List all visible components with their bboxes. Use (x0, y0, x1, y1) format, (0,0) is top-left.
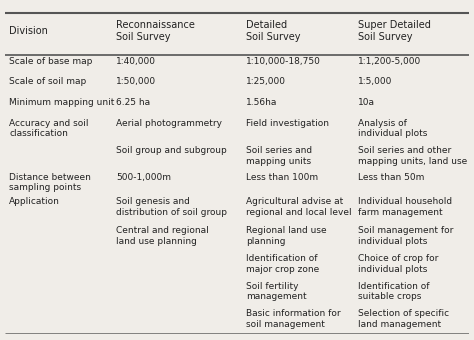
Text: Identification of
major crop zone: Identification of major crop zone (246, 254, 319, 274)
Text: Less than 100m: Less than 100m (246, 173, 319, 182)
Text: Accuracy and soil
classification: Accuracy and soil classification (9, 119, 89, 138)
Text: Aerial photogrammetry: Aerial photogrammetry (116, 119, 222, 128)
Text: Super Detailed
Soil Survey: Super Detailed Soil Survey (358, 20, 431, 42)
Text: Soil genesis and
distribution of soil group: Soil genesis and distribution of soil gr… (116, 197, 227, 217)
Text: Scale of base map: Scale of base map (9, 57, 93, 66)
Text: Soil series and other
mapping units, land use: Soil series and other mapping units, lan… (358, 146, 467, 166)
Text: 6.25 ha: 6.25 ha (116, 98, 150, 107)
Text: Analysis of
individual plots: Analysis of individual plots (358, 119, 427, 138)
Text: Division: Division (9, 26, 48, 36)
Text: Less than 50m: Less than 50m (358, 173, 424, 182)
Text: Application: Application (9, 197, 60, 206)
Text: 1:1,200-5,000: 1:1,200-5,000 (358, 57, 421, 66)
Text: Soil series and
mapping units: Soil series and mapping units (246, 146, 312, 166)
Text: Regional land use
planning: Regional land use planning (246, 226, 327, 246)
Text: Soil management for
individual plots: Soil management for individual plots (358, 226, 453, 246)
Text: 1:40,000: 1:40,000 (116, 57, 156, 66)
Text: Basic information for
soil management: Basic information for soil management (246, 309, 341, 329)
Text: 1:25,000: 1:25,000 (246, 78, 286, 86)
Text: Identification of
suitable crops: Identification of suitable crops (358, 282, 429, 301)
Text: 10a: 10a (358, 98, 375, 107)
Text: Soil group and subgroup: Soil group and subgroup (116, 146, 227, 155)
Text: Field investigation: Field investigation (246, 119, 329, 128)
Text: 1:10,000-18,750: 1:10,000-18,750 (246, 57, 321, 66)
Text: 500-1,000m: 500-1,000m (116, 173, 171, 182)
Text: 1:5,000: 1:5,000 (358, 78, 392, 86)
Text: Central and regional
land use planning: Central and regional land use planning (116, 226, 209, 246)
Text: Distance between
sampling points: Distance between sampling points (9, 173, 91, 192)
Text: Minimum mapping unit: Minimum mapping unit (9, 98, 115, 107)
Text: Detailed
Soil Survey: Detailed Soil Survey (246, 20, 301, 42)
Text: Reconnaissance
Soil Survey: Reconnaissance Soil Survey (116, 20, 195, 42)
Text: Choice of crop for
individual plots: Choice of crop for individual plots (358, 254, 438, 274)
Text: Individual household
farm management: Individual household farm management (358, 197, 452, 217)
Text: Agricultural advise at
regional and local level: Agricultural advise at regional and loca… (246, 197, 352, 217)
Text: 1:50,000: 1:50,000 (116, 78, 156, 86)
Text: Selection of specific
land management: Selection of specific land management (358, 309, 449, 329)
Text: Scale of soil map: Scale of soil map (9, 78, 87, 86)
Text: Soil fertility
management: Soil fertility management (246, 282, 307, 301)
Text: 1.56ha: 1.56ha (246, 98, 278, 107)
